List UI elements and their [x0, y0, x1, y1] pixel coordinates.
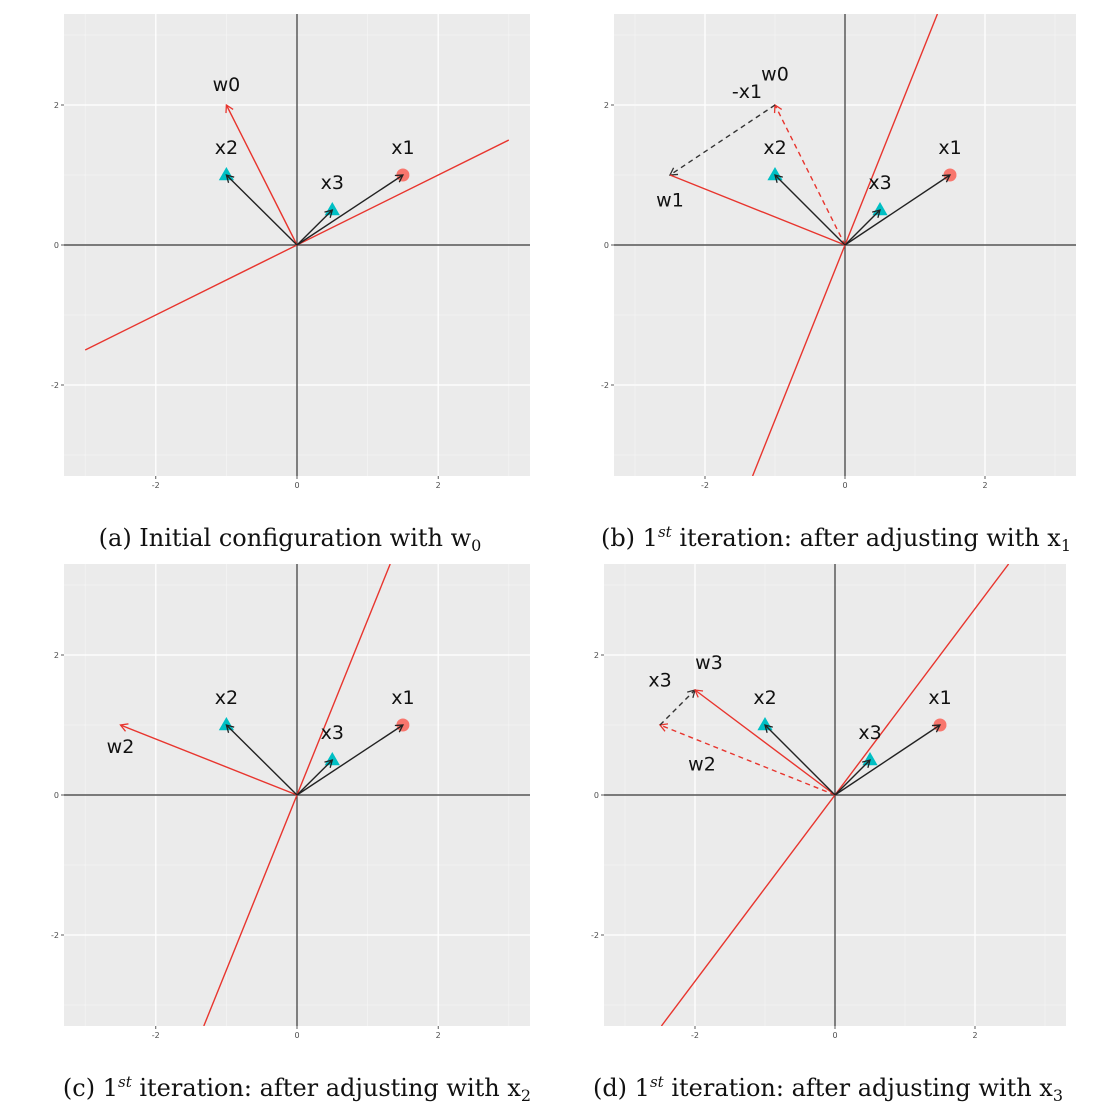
x-tick-label: -2: [152, 1031, 160, 1040]
x-tick-label: 0: [294, 481, 299, 490]
vector-x1: [296, 724, 405, 796]
label-w2: w2: [688, 754, 716, 776]
label-x3: x3: [321, 722, 344, 744]
x-tick-label: 2: [436, 481, 441, 490]
label-x2: x2: [215, 687, 238, 709]
x-tick-label: -2: [691, 1031, 699, 1040]
label-x1: x1: [938, 137, 961, 159]
caption-b: (b) 1st iteration: after adjusting with …: [601, 523, 1071, 555]
label-w3: w3: [695, 652, 723, 674]
label-w0: w0: [213, 74, 241, 96]
vector-w2: [119, 723, 298, 796]
vector-w1: [669, 174, 846, 246]
y-tick-label: 2: [594, 651, 599, 660]
vector-x1: [296, 174, 405, 246]
label-w2: w2: [107, 736, 135, 758]
vector-x3: [296, 759, 334, 796]
panel-a: -2 0 2 -2 0 2 w0 x1 x2 x3 (a) Initial configuratio…: [51, 14, 530, 555]
y-tick-label: 2: [604, 101, 609, 110]
label-w1: w1: [656, 190, 684, 212]
y-tick-label: 0: [54, 791, 59, 800]
vector-w3: [693, 689, 836, 796]
panel-b: -2 0 2 -2 0 2 w0-x1 w1 x1 x2 x3 (b) 1st iteration: …: [601, 14, 1076, 555]
vector-w2: [658, 723, 836, 796]
vector-w0: [773, 103, 846, 246]
vector-w0: [225, 103, 298, 246]
panel-c: -2 0 2 -2 0 2 w2 x1 x2 x3 (c) 1st iteration: after…: [51, 564, 531, 1105]
y-tick-label: -2: [51, 931, 59, 940]
vector-x1: [834, 724, 942, 796]
label-x3: x3: [321, 172, 344, 194]
x-tick-label: -2: [701, 481, 709, 490]
label-x1: x1: [928, 687, 951, 709]
label-x3: x3: [648, 670, 671, 692]
label-x3: x3: [868, 172, 891, 194]
vector-x2: [774, 174, 846, 246]
x-tick-label: 2: [982, 481, 987, 490]
vector-x2: [225, 724, 298, 796]
vector-x3: [844, 209, 881, 246]
vector-x1: [844, 174, 952, 246]
label--x1: -x1: [732, 81, 762, 103]
vector-x3: [296, 209, 334, 246]
vector-x3: [834, 759, 871, 796]
x-tick-label: -2: [152, 481, 160, 490]
label-w0: w0: [761, 64, 789, 86]
x-tick-label: 2: [972, 1031, 977, 1040]
label-x2: x2: [763, 137, 786, 159]
y-tick-label: 0: [54, 241, 59, 250]
vector-x2: [764, 724, 836, 796]
panel-d: -2 0 2 -2 0 2 w3 x3 w2 x1 x2 x3 (d) 1st iteration: a…: [591, 564, 1066, 1105]
y-tick-label: -2: [51, 381, 59, 390]
label-x2: x2: [215, 137, 238, 159]
y-tick-label: 2: [54, 651, 59, 660]
x-tick-label: 0: [294, 1031, 299, 1040]
label-x3: x3: [858, 722, 881, 744]
y-tick-label: 2: [54, 101, 59, 110]
caption-c: (c) 1st iteration: after adjusting with …: [63, 1073, 531, 1105]
y-tick-label: 0: [604, 241, 609, 250]
vector-x2: [225, 174, 298, 246]
caption-a: (a) Initial configuration with w0: [99, 524, 482, 555]
x-tick-label: 0: [832, 1031, 837, 1040]
x-tick-label: 0: [842, 481, 847, 490]
caption-d: (d) 1st iteration: after adjusting with …: [593, 1073, 1063, 1105]
y-tick-label: 0: [594, 791, 599, 800]
y-tick-label: -2: [591, 931, 599, 940]
label-x1: x1: [391, 687, 414, 709]
label-x2: x2: [753, 687, 776, 709]
label-x1: x1: [391, 137, 414, 159]
x-tick-label: 2: [436, 1031, 441, 1040]
y-tick-label: -2: [601, 381, 609, 390]
vector--x1: [668, 104, 776, 176]
